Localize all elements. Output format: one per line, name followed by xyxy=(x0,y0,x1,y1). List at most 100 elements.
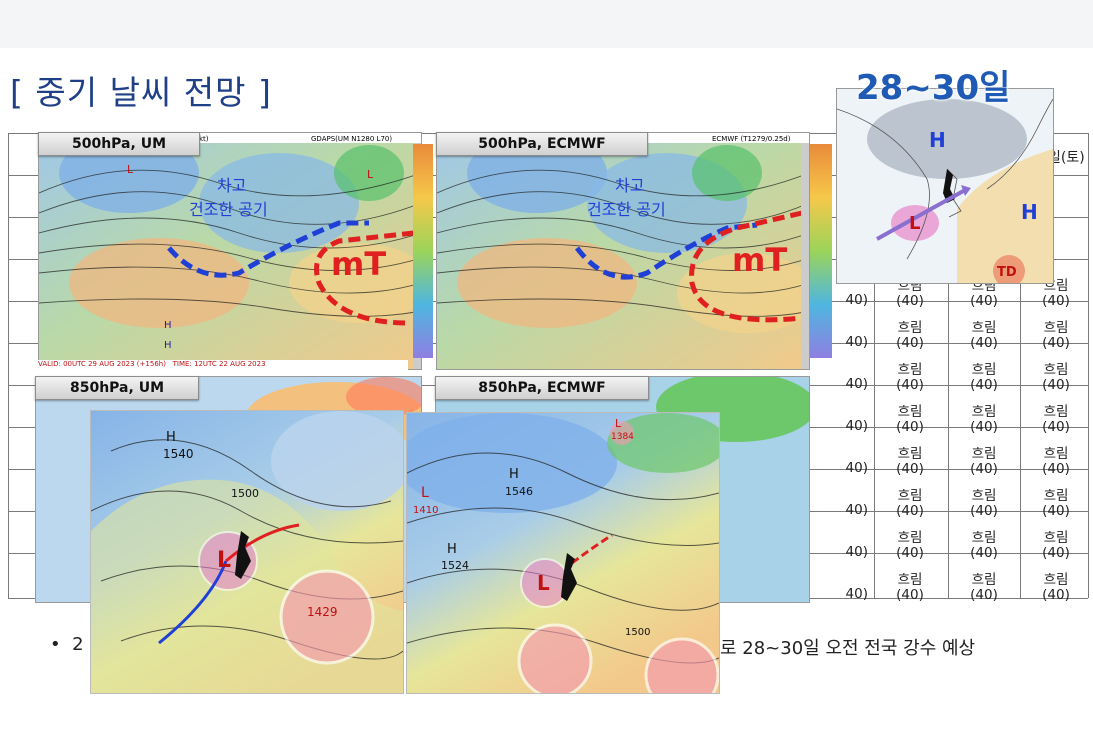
inset-map: H H L TD xyxy=(836,88,1054,284)
slide-title: [ 중기 날씨 전망 ] xyxy=(10,73,272,112)
table-cell: 흐림 (40) xyxy=(874,405,946,435)
cell-weather: 흐림 xyxy=(1043,320,1069,336)
svg-text:1384: 1384 xyxy=(611,432,634,442)
table-cell: 흐림 (40) xyxy=(948,489,1020,519)
annot-blue-2: 건조한 공기 xyxy=(587,200,666,219)
table-header: 일(토) xyxy=(1048,150,1085,166)
svg-text:L: L xyxy=(127,163,134,176)
table-cell: 흐림 (40) xyxy=(948,573,1020,603)
svg-text:H: H xyxy=(509,467,519,482)
cell-probability: (40) xyxy=(896,377,924,393)
cell-weather: 흐림 xyxy=(971,572,997,588)
cell-probability: (40) xyxy=(970,335,998,351)
table-cell: 흐림 (40) xyxy=(874,321,946,351)
cell-weather: 흐림 xyxy=(897,488,923,504)
cell-weather: 흐림 xyxy=(1043,530,1069,546)
cell-probability: (40) xyxy=(896,461,924,477)
cell-weather: 흐림 xyxy=(897,572,923,588)
cell-probability: (40) xyxy=(896,293,924,309)
table-cell: 흐림 (40) xyxy=(948,447,1020,477)
cell-edge: 40) xyxy=(845,292,868,308)
svg-text:L: L xyxy=(217,548,231,573)
svg-text:1540: 1540 xyxy=(163,447,194,461)
table-cell: 흐림 (40) xyxy=(948,363,1020,393)
cell-edge: 40) xyxy=(845,460,868,476)
cell-probability: (40) xyxy=(970,377,998,393)
table-cell: 흐림 (40) xyxy=(1020,573,1092,603)
top-band xyxy=(0,0,1093,48)
table-cell: 흐림 (40) xyxy=(1020,447,1092,477)
table-cell: 흐림 (40) xyxy=(1020,531,1092,561)
inset-high-north: H xyxy=(929,128,946,152)
bullet-text-end: 로 28~30일 오전 전국 강수 예상 xyxy=(720,638,976,659)
cell-weather: 흐림 xyxy=(971,446,997,462)
cell-probability: (40) xyxy=(896,335,924,351)
cell-probability: (40) xyxy=(896,419,924,435)
cell-weather: 흐림 xyxy=(971,530,997,546)
table-cell: 흐림 (40) xyxy=(948,321,1020,351)
cell-edge: 40) xyxy=(845,376,868,392)
cell-probability: (40) xyxy=(1042,461,1070,477)
svg-text:1500: 1500 xyxy=(625,627,650,638)
cell-probability: (40) xyxy=(1042,335,1070,351)
cell-weather: 흐림 xyxy=(971,320,997,336)
svg-text:GDAPS(UM N1280 L70): GDAPS(UM N1280 L70) xyxy=(311,135,392,143)
svg-text:H: H xyxy=(164,340,172,351)
annot-blue-1: 차고 xyxy=(217,176,246,195)
map-500-ecmwf: 차고 건조한 공기 mT ECMWF (T1279/0.25d) xyxy=(436,132,810,370)
cell-probability: (40) xyxy=(970,419,998,435)
svg-text:L: L xyxy=(367,168,374,181)
cell-probability: (40) xyxy=(896,545,924,561)
cell-weather: 흐림 xyxy=(897,362,923,378)
table-cell: 흐림 (40) xyxy=(948,405,1020,435)
table-vline xyxy=(948,133,949,598)
annot-mt: mT xyxy=(331,245,386,283)
table-cell: 흐림 (40) xyxy=(1020,489,1092,519)
svg-text:H: H xyxy=(164,320,172,331)
colorbar-500-um xyxy=(413,144,433,358)
tag-500-ecmwf: 500hPa, ECMWF xyxy=(436,132,648,156)
svg-text:ECMWF (T1279/0.25d): ECMWF (T1279/0.25d) xyxy=(712,135,791,143)
cell-weather: 흐림 xyxy=(1043,362,1069,378)
table-vline xyxy=(874,133,875,598)
valid-line-um: VALID: 00UTC 29 AUG 2023 (+156h) TIME: 1… xyxy=(38,360,408,372)
cell-probability: (40) xyxy=(1042,587,1070,603)
svg-text:1546: 1546 xyxy=(505,485,533,498)
cell-weather: 흐림 xyxy=(971,362,997,378)
cell-edge: 40) xyxy=(845,586,868,602)
overlay-850-um: H 1540 1500 L 1429 xyxy=(90,410,404,694)
table-vline xyxy=(1088,133,1089,598)
cell-weather: 흐림 xyxy=(1043,572,1069,588)
table-cell: 흐림 (40) xyxy=(874,531,946,561)
cell-weather: 흐림 xyxy=(1043,446,1069,462)
svg-text:1429: 1429 xyxy=(307,605,338,619)
annot-mt: mT xyxy=(732,241,787,279)
cell-edge: 40) xyxy=(845,502,868,518)
table-cell: 흐림 (40) xyxy=(1020,405,1092,435)
svg-text:L: L xyxy=(615,417,622,430)
table-cell: 흐림 (40) xyxy=(1020,321,1092,351)
colorbar-500-ecmwf xyxy=(810,144,832,358)
cell-weather: 흐림 xyxy=(897,530,923,546)
cell-weather: 흐림 xyxy=(897,320,923,336)
cell-probability: (40) xyxy=(1042,293,1070,309)
cell-probability: (40) xyxy=(896,503,924,519)
cell-probability: (40) xyxy=(970,503,998,519)
cell-probability: (40) xyxy=(970,587,998,603)
cell-weather: 흐림 xyxy=(1043,404,1069,420)
cell-weather: 흐림 xyxy=(897,404,923,420)
annot-blue-1: 차고 xyxy=(615,176,644,195)
cell-edge: 40) xyxy=(845,544,868,560)
overlay-850-ecmwf: H 1546 H 1524 L 1410 1500 L 1384 L xyxy=(406,412,720,694)
table-cell: 흐림 (40) xyxy=(874,447,946,477)
cell-weather: 흐림 xyxy=(897,446,923,462)
svg-text:L: L xyxy=(421,485,429,501)
cell-probability: (40) xyxy=(896,587,924,603)
svg-text:1500: 1500 xyxy=(231,487,259,500)
cell-probability: (40) xyxy=(970,293,998,309)
cell-probability: (40) xyxy=(970,461,998,477)
tag-500-um: 500hPa, UM xyxy=(38,132,200,156)
inset-high-east: H xyxy=(1021,200,1038,224)
table-cell: 흐림 (40) xyxy=(948,531,1020,561)
cell-probability: (40) xyxy=(1042,377,1070,393)
